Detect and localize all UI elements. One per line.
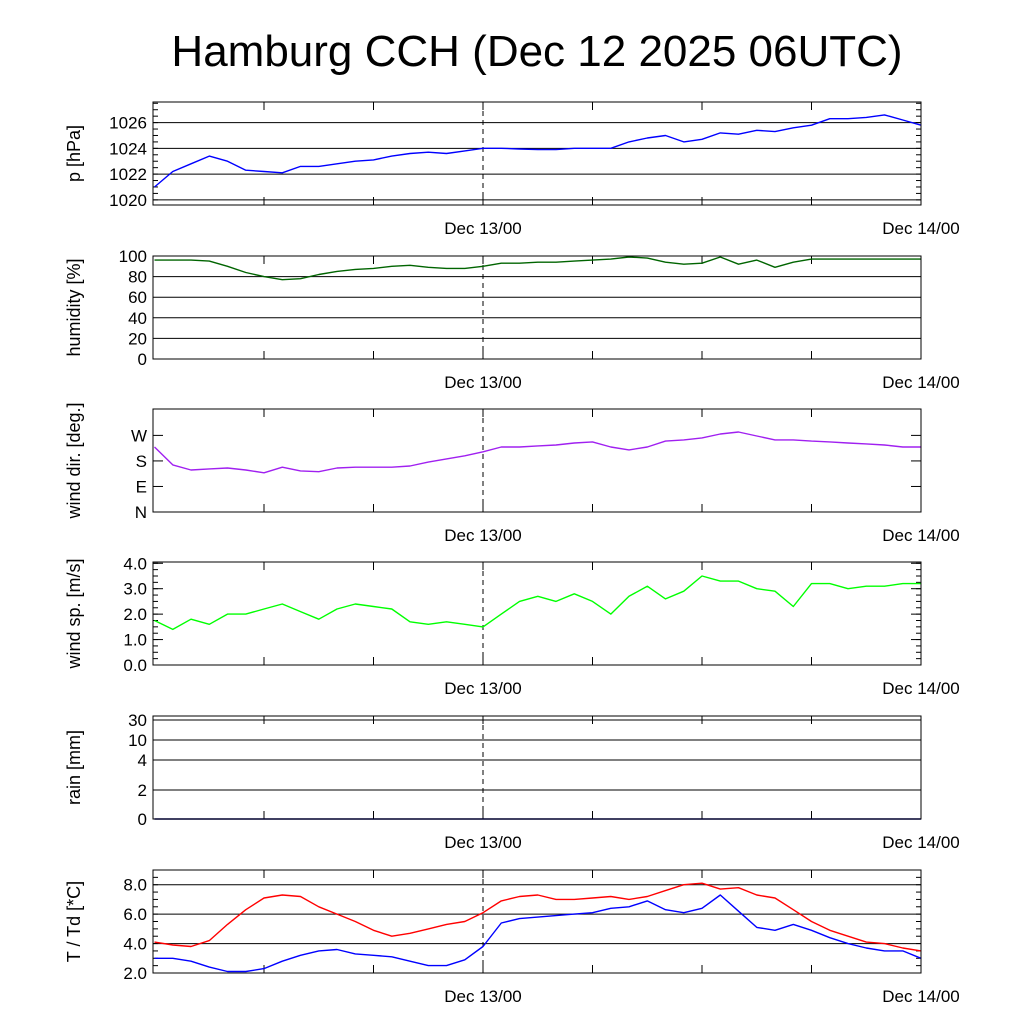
- y-axis-label: humidity [%]: [64, 258, 84, 356]
- x-tick-label: Dec 13/00: [444, 833, 522, 852]
- y-tick-label: 2: [138, 781, 147, 800]
- chart-title: Hamburg CCH (Dec 12 2025 06UTC): [171, 27, 902, 76]
- plot-frame: [152, 715, 922, 820]
- y-tick-label: 1020: [109, 191, 147, 210]
- series-line-wind-speed: [154, 575, 921, 631]
- panel-temperature: 2.0 4.0 6.0 8.0 T / Td [*C] Dec 13/00 Dec 14/0…: [64, 869, 960, 1006]
- series-line-td: [154, 894, 922, 973]
- plot-frame: [152, 408, 922, 513]
- plot-frame: [152, 101, 922, 206]
- y-axis-label: wind dir. [deg.]: [64, 402, 84, 519]
- y-tick-label: 1024: [109, 139, 147, 158]
- y-tick-label: 4: [138, 751, 147, 770]
- x-tick-label: Dec 14/00: [882, 987, 960, 1006]
- y-axis-label: wind sp. [m/s]: [64, 558, 84, 669]
- y-tick-label: 8.0: [123, 876, 147, 895]
- y-tick-label: S: [136, 452, 147, 471]
- x-tick-label: Dec 13/00: [444, 526, 522, 545]
- y-tick-label: 0.0: [123, 656, 147, 675]
- y-tick-label: 20: [128, 329, 147, 348]
- y-tick-label: 4.0: [123, 554, 147, 573]
- panel-wind_speed: 0.0 1.0 2.0 3.0 4.0 wind sp. [m/s] Dec 13/00 De…: [64, 554, 960, 698]
- y-tick-label: 2.0: [123, 605, 147, 624]
- series-line-pressure: [154, 114, 922, 188]
- x-tick-label: Dec 14/00: [882, 373, 960, 392]
- y-tick-label: 40: [128, 309, 147, 328]
- y-tick-label: 60: [128, 288, 147, 307]
- y-axis-label: T / Td [*C]: [64, 881, 84, 962]
- y-tick-label: 1022: [109, 165, 147, 184]
- y-tick-label: 3.0: [123, 580, 147, 599]
- y-axis-label: p [hPa]: [64, 125, 84, 182]
- series-line-t: [154, 882, 922, 952]
- x-tick-label: Dec 13/00: [444, 679, 522, 698]
- x-tick-label: Dec 13/00: [444, 219, 522, 238]
- y-tick-label: 0: [138, 350, 147, 369]
- series-line-humidity: [154, 256, 921, 281]
- y-tick-label: 10: [128, 731, 147, 750]
- y-tick-label: 80: [128, 268, 147, 287]
- y-tick-label: N: [135, 503, 147, 522]
- y-tick-label: 1026: [109, 114, 147, 133]
- x-tick-label: Dec 14/00: [882, 219, 960, 238]
- y-tick-label: E: [136, 477, 147, 496]
- y-tick-label: 2.0: [123, 964, 147, 983]
- x-tick-label: Dec 14/00: [882, 526, 960, 545]
- x-tick-label: Dec 14/00: [882, 833, 960, 852]
- x-tick-label: Dec 13/00: [444, 987, 522, 1006]
- y-tick-label: 4.0: [123, 935, 147, 954]
- series-line-wind-direction: [154, 431, 921, 474]
- y-tick-label: 0: [138, 810, 147, 829]
- y-axis-label: rain [mm]: [64, 730, 84, 805]
- x-tick-label: Dec 14/00: [882, 679, 960, 698]
- plot-frame: [152, 561, 922, 666]
- y-tick-label: 100: [119, 247, 147, 266]
- panel-pressure: 1020 1022 1024 1026 p [hPa] Dec 13/00 Dec 14/0…: [64, 101, 960, 238]
- y-tick-label: 1.0: [123, 631, 147, 650]
- plot-frame: [152, 869, 922, 974]
- x-tick-label: Dec 13/00: [444, 373, 522, 392]
- y-tick-label: W: [131, 426, 147, 445]
- plot-frame: [152, 255, 922, 360]
- y-tick-label: 30: [128, 711, 147, 730]
- y-tick-label: 6.0: [123, 905, 147, 924]
